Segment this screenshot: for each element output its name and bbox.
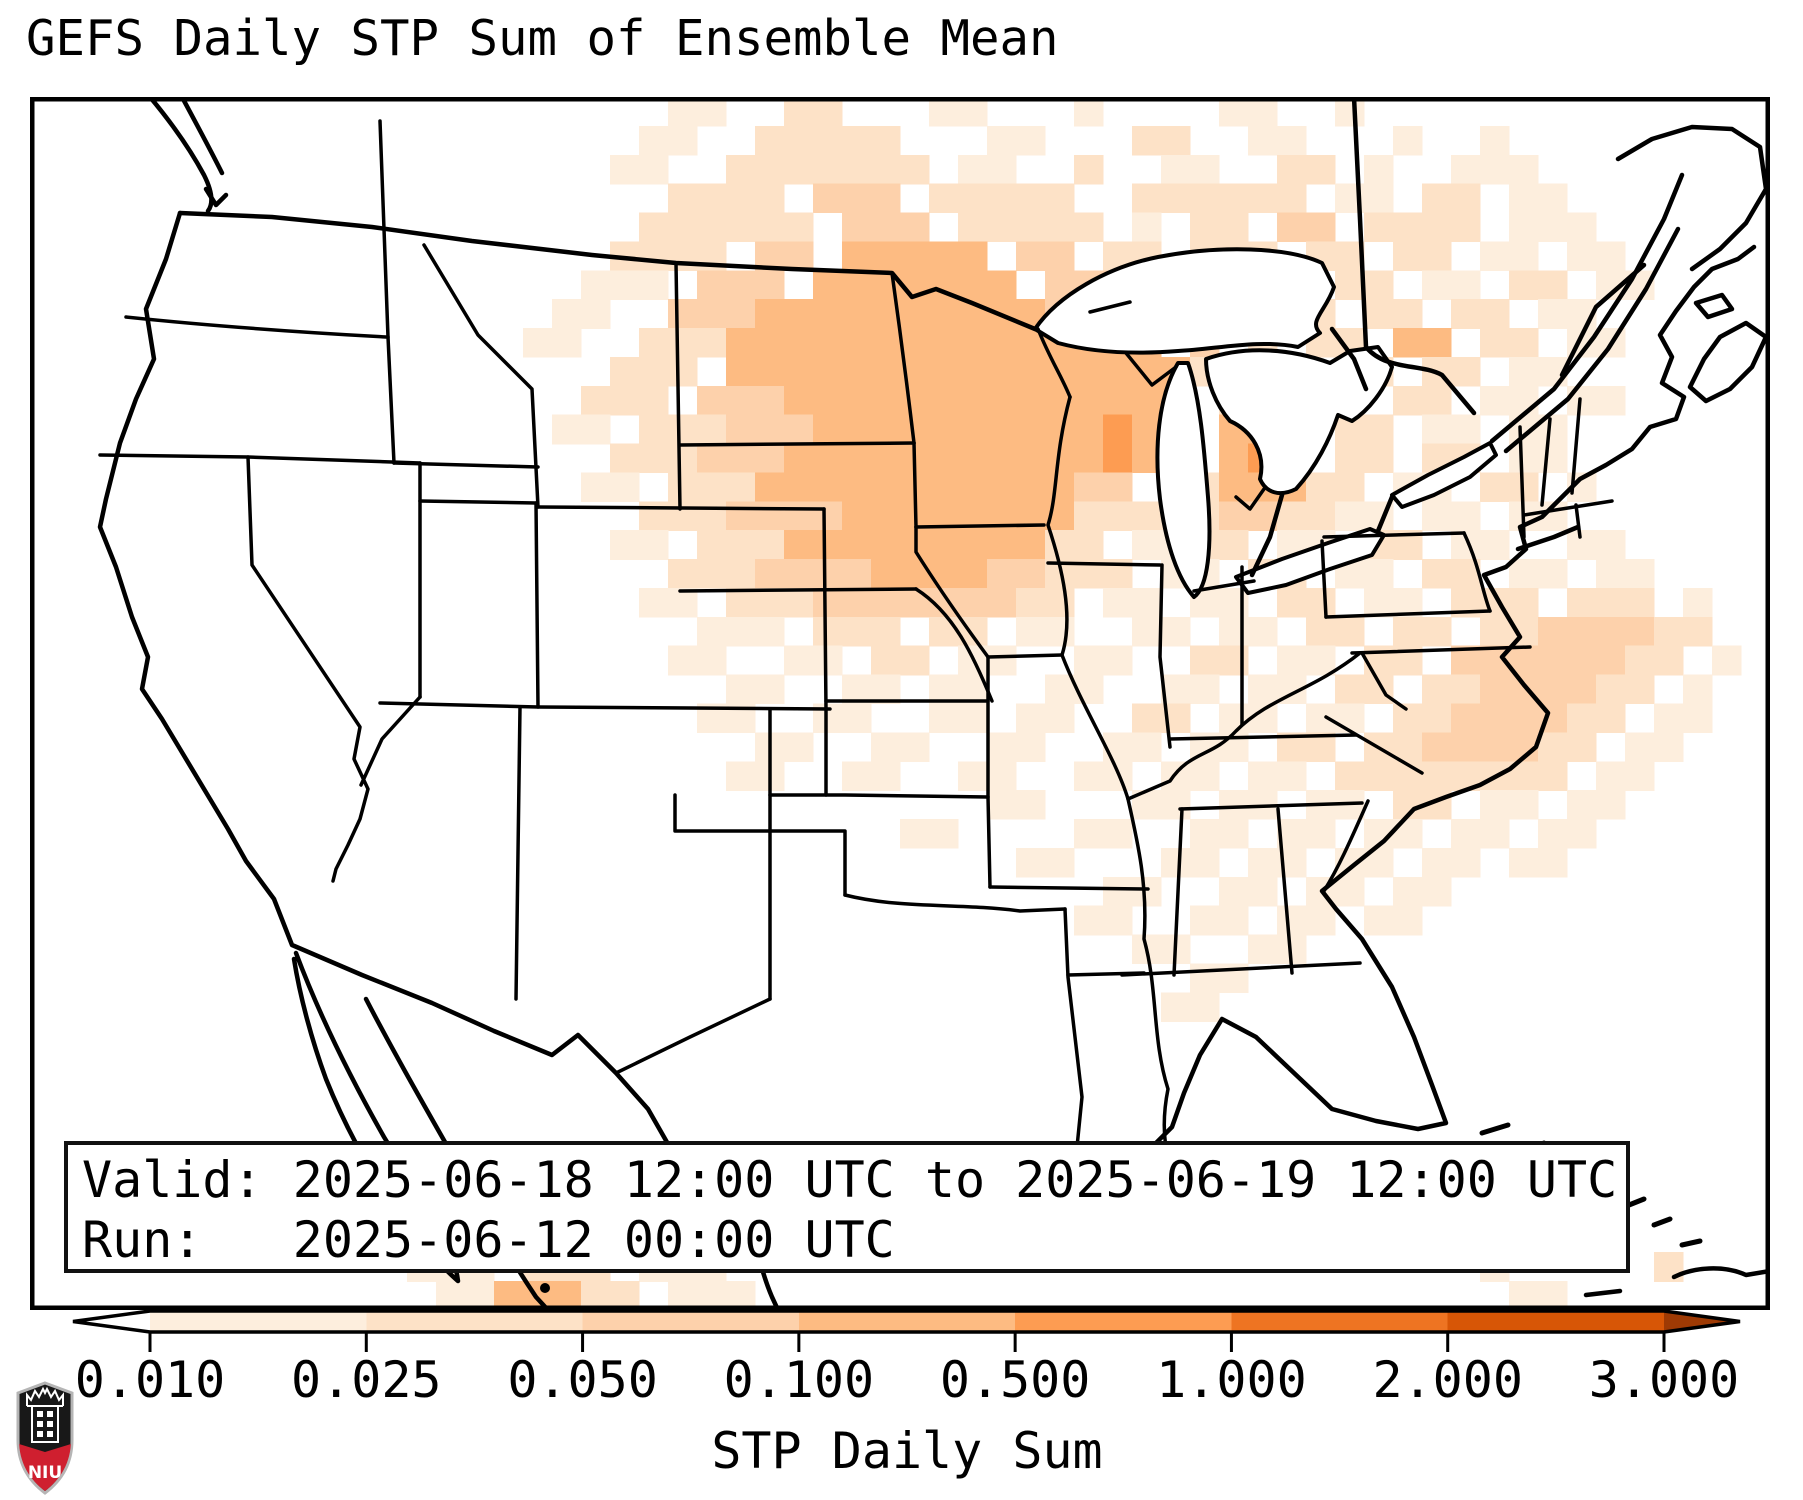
niu-logo: NIU	[16, 1381, 74, 1495]
heatmap-cells	[407, 97, 1742, 1310]
canada-border	[177, 210, 1038, 332]
colorbar-tick-label: 2.000	[1372, 1351, 1523, 1409]
figure-title: GEFS Daily STP Sum of Ensemble Mean	[26, 10, 1059, 67]
colorbar-tick-label: 3.000	[1589, 1351, 1740, 1409]
colorbar-tick-label: 0.100	[724, 1351, 875, 1409]
hispaniola	[1671, 1266, 1770, 1280]
ontario-quebec-border	[1351, 97, 1477, 416]
long-island	[1515, 524, 1581, 552]
logo-red-panel	[19, 1440, 71, 1491]
puget-sound	[203, 186, 229, 208]
valid-time-text: Valid: 2025-06-18 12:00 UTC to 2025-06-1…	[82, 1151, 1618, 1209]
vancouver-island	[147, 97, 214, 214]
lake-ontario	[1390, 441, 1498, 509]
baja-california	[291, 950, 461, 1284]
colorbar-tick-label: 0.500	[940, 1351, 1091, 1409]
colorbar-tick-label: 1.000	[1156, 1351, 1307, 1409]
colorbar-tick-label: 0.025	[291, 1351, 442, 1409]
gulf-island-dot	[540, 1283, 550, 1293]
st-marys-river	[1329, 326, 1369, 392]
maine-canada-border	[1559, 262, 1647, 378]
lake-erie	[1234, 527, 1386, 595]
state-borders	[98, 119, 1614, 1193]
colorbar-bar	[72, 1309, 1741, 1334]
lake-superior	[1033, 247, 1336, 355]
lake-huron	[1204, 345, 1394, 496]
castle-icon	[26, 1386, 64, 1443]
st-lawrence-south	[1503, 226, 1681, 454]
us-outline	[97, 210, 1757, 1248]
validity-info-box: Valid: 2025-06-18 12:00 UTC to 2025-06-1…	[64, 1141, 1630, 1273]
detroit-river	[1249, 492, 1285, 578]
colorbar-tick-label: 0.010	[75, 1351, 226, 1409]
coastlines-borders	[97, 97, 1770, 1310]
lake-michigan	[1155, 361, 1212, 599]
jamaica	[1583, 1288, 1623, 1298]
colorbar-tick-label: 0.050	[507, 1351, 658, 1409]
castle-windows	[37, 1411, 53, 1437]
conus-map: Valid: 2025-06-18 12:00 UTC to 2025-06-1…	[30, 97, 1770, 1310]
st-lawrence-north	[1489, 172, 1685, 444]
colorbar-tick-labels: 0.010 0.025 0.050 0.100 0.500 1.000 2.000 3.000	[75, 1351, 1740, 1409]
logo-text: NIU	[28, 1463, 62, 1483]
bc-strait	[179, 97, 225, 176]
colorbar-axis-label: STP Daily Sum	[711, 1422, 1102, 1480]
colorbar: 0.010 0.025 0.050 0.100 0.500 1.000 2.000 3.000…	[72, 1309, 1741, 1480]
nova-scotia	[1687, 320, 1769, 404]
run-time-text: Run: 2025-06-12 00:00 UTC	[82, 1211, 895, 1269]
great-lakes	[1033, 247, 1498, 599]
map-canvas	[30, 97, 1770, 1310]
colorbar-ticks	[148, 1332, 1666, 1352]
prince-edward-island	[1693, 292, 1735, 320]
niagara-river	[1375, 494, 1395, 534]
gaspe-peninsula	[1615, 124, 1769, 272]
